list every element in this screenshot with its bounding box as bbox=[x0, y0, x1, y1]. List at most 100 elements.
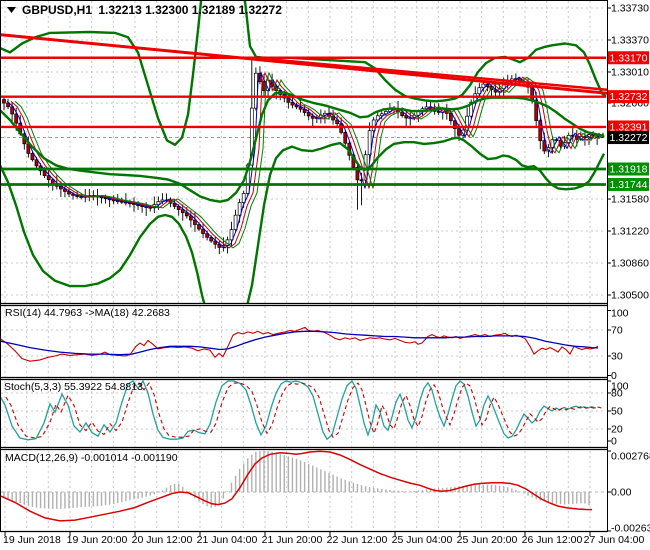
stochastic-k-line bbox=[1, 380, 597, 441]
descending-trendline bbox=[252, 56, 607, 91]
macd-plot-area[interactable] bbox=[1, 450, 607, 531]
bull-candle bbox=[371, 119, 376, 132]
bull-candle bbox=[501, 84, 506, 90]
bear-candle bbox=[14, 113, 19, 124]
ohlc-values: 1.32213 1.32300 1.32189 1.32272 bbox=[98, 3, 282, 17]
bear-candle bbox=[306, 112, 311, 117]
bear-candle bbox=[400, 111, 404, 116]
bollinger-lower-line bbox=[1, 136, 606, 303]
bear-candle bbox=[197, 224, 201, 230]
support-price-label: 1.31744 bbox=[610, 179, 648, 191]
macd-signal-line bbox=[1, 450, 593, 522]
bull-candle bbox=[249, 107, 254, 166]
time-axis[interactable]: 19 Jun 2018 19 Jun 20:00 20 Jun 12:00 21 Ju… bbox=[3, 532, 645, 546]
current-price-box bbox=[608, 131, 649, 145]
bear-candle bbox=[355, 166, 360, 181]
bear-candle bbox=[10, 106, 14, 115]
time-axis-label: 21 Jun 04:00 bbox=[197, 534, 258, 546]
stoch-axis-label: 80 bbox=[611, 388, 623, 400]
macd-axis-label: 0.002768 bbox=[611, 451, 650, 463]
rsi-axis-label: 30 bbox=[611, 351, 623, 363]
bear-candle bbox=[404, 115, 409, 119]
time-axis-label: 26 Jun 12:00 bbox=[522, 534, 583, 546]
bear-candle bbox=[213, 240, 218, 245]
time-axis-label: 21 Jun 20:00 bbox=[262, 534, 323, 546]
bear-candle bbox=[42, 170, 47, 177]
bull-candle bbox=[233, 214, 238, 230]
stochastic-d-line bbox=[5, 382, 603, 439]
bear-candle bbox=[538, 120, 543, 141]
bear-candle bbox=[6, 102, 10, 108]
stoch-axis-label: 50 bbox=[611, 406, 623, 418]
resistance-price-box bbox=[608, 90, 649, 104]
time-axis-label: 27 Jun 04:00 bbox=[584, 534, 645, 546]
stochastic-plot-area[interactable] bbox=[1, 380, 607, 447]
bear-candle bbox=[286, 97, 291, 103]
panel-borders bbox=[0, 0, 608, 533]
rsi-plot-area[interactable] bbox=[1, 306, 607, 377]
resistance-price-label: 1.33170 bbox=[610, 52, 648, 64]
price-axis[interactable]: 1.337301.333701.330101.326601.315801.312… bbox=[607, 2, 650, 535]
price-axis-label: 1.33730 bbox=[611, 2, 649, 14]
resistance-price-label: 1.32732 bbox=[610, 91, 648, 103]
bear-candle bbox=[2, 99, 6, 104]
bull-candle bbox=[477, 87, 482, 95]
rsi-ma-line bbox=[1, 330, 599, 356]
macd-indicator-label: MACD(12,26,9) -0.001014 -0.001190 bbox=[5, 452, 178, 464]
resistance-price-box bbox=[608, 120, 649, 134]
bull-candle bbox=[367, 130, 372, 156]
bear-candle bbox=[189, 215, 193, 221]
stoch-axis-label: 0 bbox=[611, 436, 617, 448]
resistance-price-label: 1.32391 bbox=[610, 121, 648, 133]
price-axis-label: 1.33370 bbox=[611, 34, 649, 46]
stoch-axis-label: 20 bbox=[611, 424, 623, 436]
bull-candle bbox=[469, 101, 474, 117]
collapse-arrow-icon[interactable] bbox=[7, 7, 16, 13]
bollinger-upper-line bbox=[1, 1, 607, 146]
bull-candle bbox=[461, 129, 465, 136]
support-price-box bbox=[608, 177, 649, 191]
macd-axis-label: -0.002632 bbox=[611, 523, 650, 535]
bear-candle bbox=[193, 219, 197, 225]
bear-candle bbox=[30, 153, 35, 161]
support-price-box bbox=[608, 162, 649, 176]
macd-axis-label: 0.00 bbox=[611, 487, 632, 499]
price-axis-label: 1.33010 bbox=[611, 66, 649, 78]
rsi-indicator-label: RSI(14) 44.7963 ->MA(18) 42.2683 bbox=[5, 307, 170, 319]
bear-candle bbox=[343, 132, 348, 144]
bear-candle bbox=[59, 185, 63, 190]
current-price-label: 1.32272 bbox=[610, 132, 648, 144]
bear-candle bbox=[457, 128, 461, 136]
chart-title: GBPUSD,H1 1.32213 1.32300 1.32189 1.32272 bbox=[22, 3, 282, 17]
stochastic-indicator-label: Stoch(5,3,3) 55.3922 54.8813 bbox=[4, 381, 143, 393]
price-axis-label: 1.31580 bbox=[611, 194, 649, 206]
main-chart-plot-area[interactable] bbox=[1, 1, 607, 303]
bull-candle bbox=[156, 201, 161, 205]
bollinger-middle-line bbox=[1, 91, 605, 203]
bear-candle bbox=[184, 212, 189, 217]
rsi-panel bbox=[1, 326, 599, 362]
bull-candle bbox=[481, 83, 486, 89]
time-axis-label: 20 Jun 12:00 bbox=[132, 534, 193, 546]
bear-candle bbox=[209, 237, 214, 242]
support-price-label: 1.31918 bbox=[610, 164, 648, 176]
time-axis-label: 25 Jun 20:00 bbox=[457, 534, 518, 546]
time-axis-label: 25 Jun 04:00 bbox=[392, 534, 453, 546]
time-axis-label: 19 Jun 20:00 bbox=[67, 534, 128, 546]
rsi-axis-label: 100 bbox=[611, 308, 629, 320]
price-axis-label: 1.30860 bbox=[611, 258, 649, 270]
time-axis-label: 19 Jun 2018 bbox=[3, 534, 61, 546]
bear-candle bbox=[534, 99, 539, 121]
bear-candle bbox=[180, 209, 185, 214]
bear-candle bbox=[449, 113, 453, 122]
bear-candle bbox=[176, 206, 181, 210]
bear-candle bbox=[335, 119, 339, 124]
descending-trendline bbox=[1, 33, 607, 95]
bull-candle bbox=[241, 193, 246, 203]
bear-candle bbox=[453, 120, 457, 129]
bull-candle bbox=[229, 229, 234, 241]
bear-candle bbox=[205, 233, 209, 238]
resistance-price-box bbox=[608, 51, 649, 65]
